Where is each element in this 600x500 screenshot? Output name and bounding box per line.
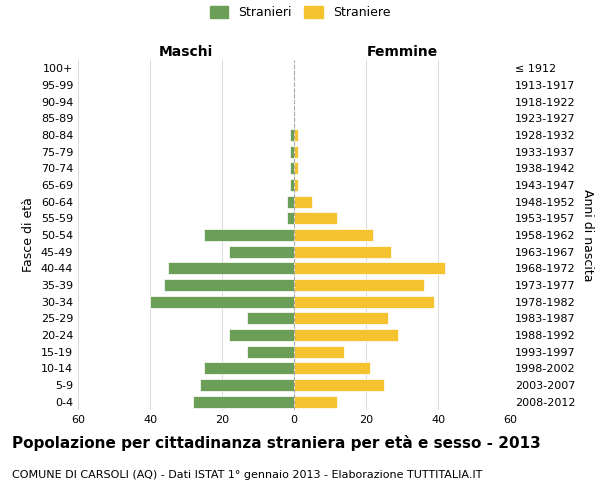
Bar [294, 329, 398, 341]
Bar [294, 396, 337, 407]
Bar [247, 312, 294, 324]
Bar [294, 379, 384, 391]
Bar [290, 129, 294, 141]
Bar [229, 246, 294, 258]
Bar [193, 396, 294, 407]
Bar [204, 362, 294, 374]
Bar [247, 346, 294, 358]
Text: Femmine: Femmine [367, 45, 437, 59]
Y-axis label: Anni di nascita: Anni di nascita [581, 188, 594, 281]
Bar [294, 162, 298, 174]
Bar [294, 279, 424, 291]
Bar [150, 296, 294, 308]
Bar [294, 129, 298, 141]
Text: Maschi: Maschi [159, 45, 213, 59]
Bar [290, 162, 294, 174]
Bar [294, 296, 434, 308]
Text: Popolazione per cittadinanza straniera per età e sesso - 2013: Popolazione per cittadinanza straniera p… [12, 435, 541, 451]
Bar [168, 262, 294, 274]
Bar [229, 329, 294, 341]
Bar [294, 196, 312, 207]
Bar [294, 362, 370, 374]
Bar [290, 146, 294, 158]
Bar [290, 179, 294, 191]
Bar [294, 346, 344, 358]
Bar [294, 262, 445, 274]
Bar [294, 229, 373, 241]
Bar [294, 179, 298, 191]
Bar [164, 279, 294, 291]
Bar [200, 379, 294, 391]
Bar [294, 312, 388, 324]
Legend: Stranieri, Straniere: Stranieri, Straniere [209, 6, 391, 20]
Bar [294, 212, 337, 224]
Y-axis label: Fasce di età: Fasce di età [22, 198, 35, 272]
Bar [287, 196, 294, 207]
Bar [294, 146, 298, 158]
Bar [294, 246, 391, 258]
Bar [204, 229, 294, 241]
Text: COMUNE DI CARSOLI (AQ) - Dati ISTAT 1° gennaio 2013 - Elaborazione TUTTITALIA.IT: COMUNE DI CARSOLI (AQ) - Dati ISTAT 1° g… [12, 470, 482, 480]
Bar [287, 212, 294, 224]
